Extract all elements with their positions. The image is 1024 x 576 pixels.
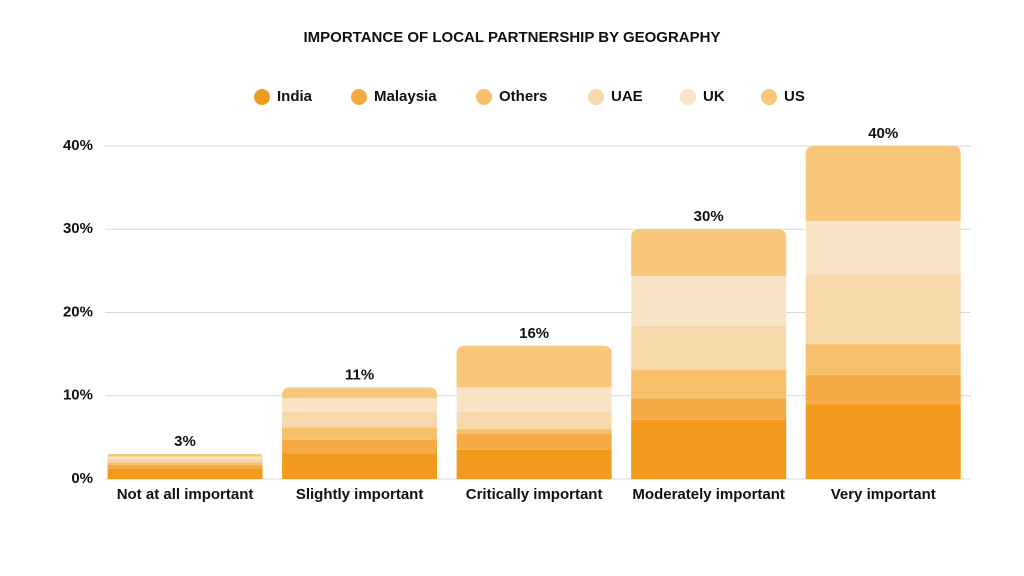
total-label: 30% <box>694 208 724 225</box>
bar-segment <box>631 325 787 370</box>
bar-segment <box>282 411 438 428</box>
y-tick-label: 30% <box>63 220 93 237</box>
bar-segment <box>456 449 612 479</box>
legend-marker <box>351 89 367 105</box>
x-tick-label: Very important <box>831 486 936 503</box>
bar-segment <box>631 419 787 479</box>
bar-segment <box>107 459 263 463</box>
bar-segment <box>282 398 438 412</box>
legend-label: India <box>277 88 313 105</box>
legend-label: US <box>784 88 805 105</box>
legend-marker <box>761 89 777 105</box>
bar-segment <box>107 456 263 460</box>
total-label: 11% <box>345 366 374 383</box>
bar-segment <box>282 427 438 440</box>
bar-segment <box>456 434 612 450</box>
x-tick-label: Critically important <box>466 486 603 503</box>
bar-segment <box>456 345 612 388</box>
bar-segment <box>456 411 612 430</box>
legend-label: UAE <box>611 88 643 105</box>
bar-segment <box>456 387 612 412</box>
bar-segment <box>107 464 263 470</box>
total-label: 3% <box>174 433 196 450</box>
bar-segment <box>107 462 263 465</box>
x-tick-label: Slightly important <box>296 486 424 503</box>
legend-marker <box>588 89 604 105</box>
bar-segment <box>805 274 961 345</box>
chart-title: IMPORTANCE OF LOCAL PARTNERSHIP BY GEOGR… <box>304 29 721 46</box>
legend-marker <box>254 89 270 105</box>
y-tick-label: 40% <box>63 137 93 154</box>
bar-segment <box>631 229 787 276</box>
bar-segment <box>107 454 263 457</box>
bar-segment <box>631 398 787 420</box>
bar-segment <box>805 220 961 275</box>
bar-segment <box>282 453 438 479</box>
legend-label: UK <box>703 88 725 105</box>
bar-segment <box>282 439 438 454</box>
x-tick-label: Moderately important <box>632 486 785 503</box>
bar-segment <box>107 469 263 479</box>
y-tick-label: 10% <box>63 387 93 404</box>
bar-segment <box>282 387 438 399</box>
legend-label: Others <box>499 88 547 105</box>
x-tick-label: Not at all important <box>117 486 254 503</box>
total-label: 40% <box>868 125 898 142</box>
bar-segment <box>631 369 787 399</box>
total-label: 16% <box>519 325 549 342</box>
bar-segment <box>805 344 961 375</box>
legend-marker <box>680 89 696 105</box>
bar-segment <box>805 374 961 405</box>
legend-marker <box>476 89 492 105</box>
legend-label: Malaysia <box>374 88 437 105</box>
bar-segment <box>631 275 787 326</box>
y-tick-label: 20% <box>63 303 93 320</box>
bar-segment <box>456 429 612 435</box>
bar-segment <box>805 404 961 479</box>
bar-segment <box>805 146 961 221</box>
y-tick-label: 0% <box>71 470 93 487</box>
